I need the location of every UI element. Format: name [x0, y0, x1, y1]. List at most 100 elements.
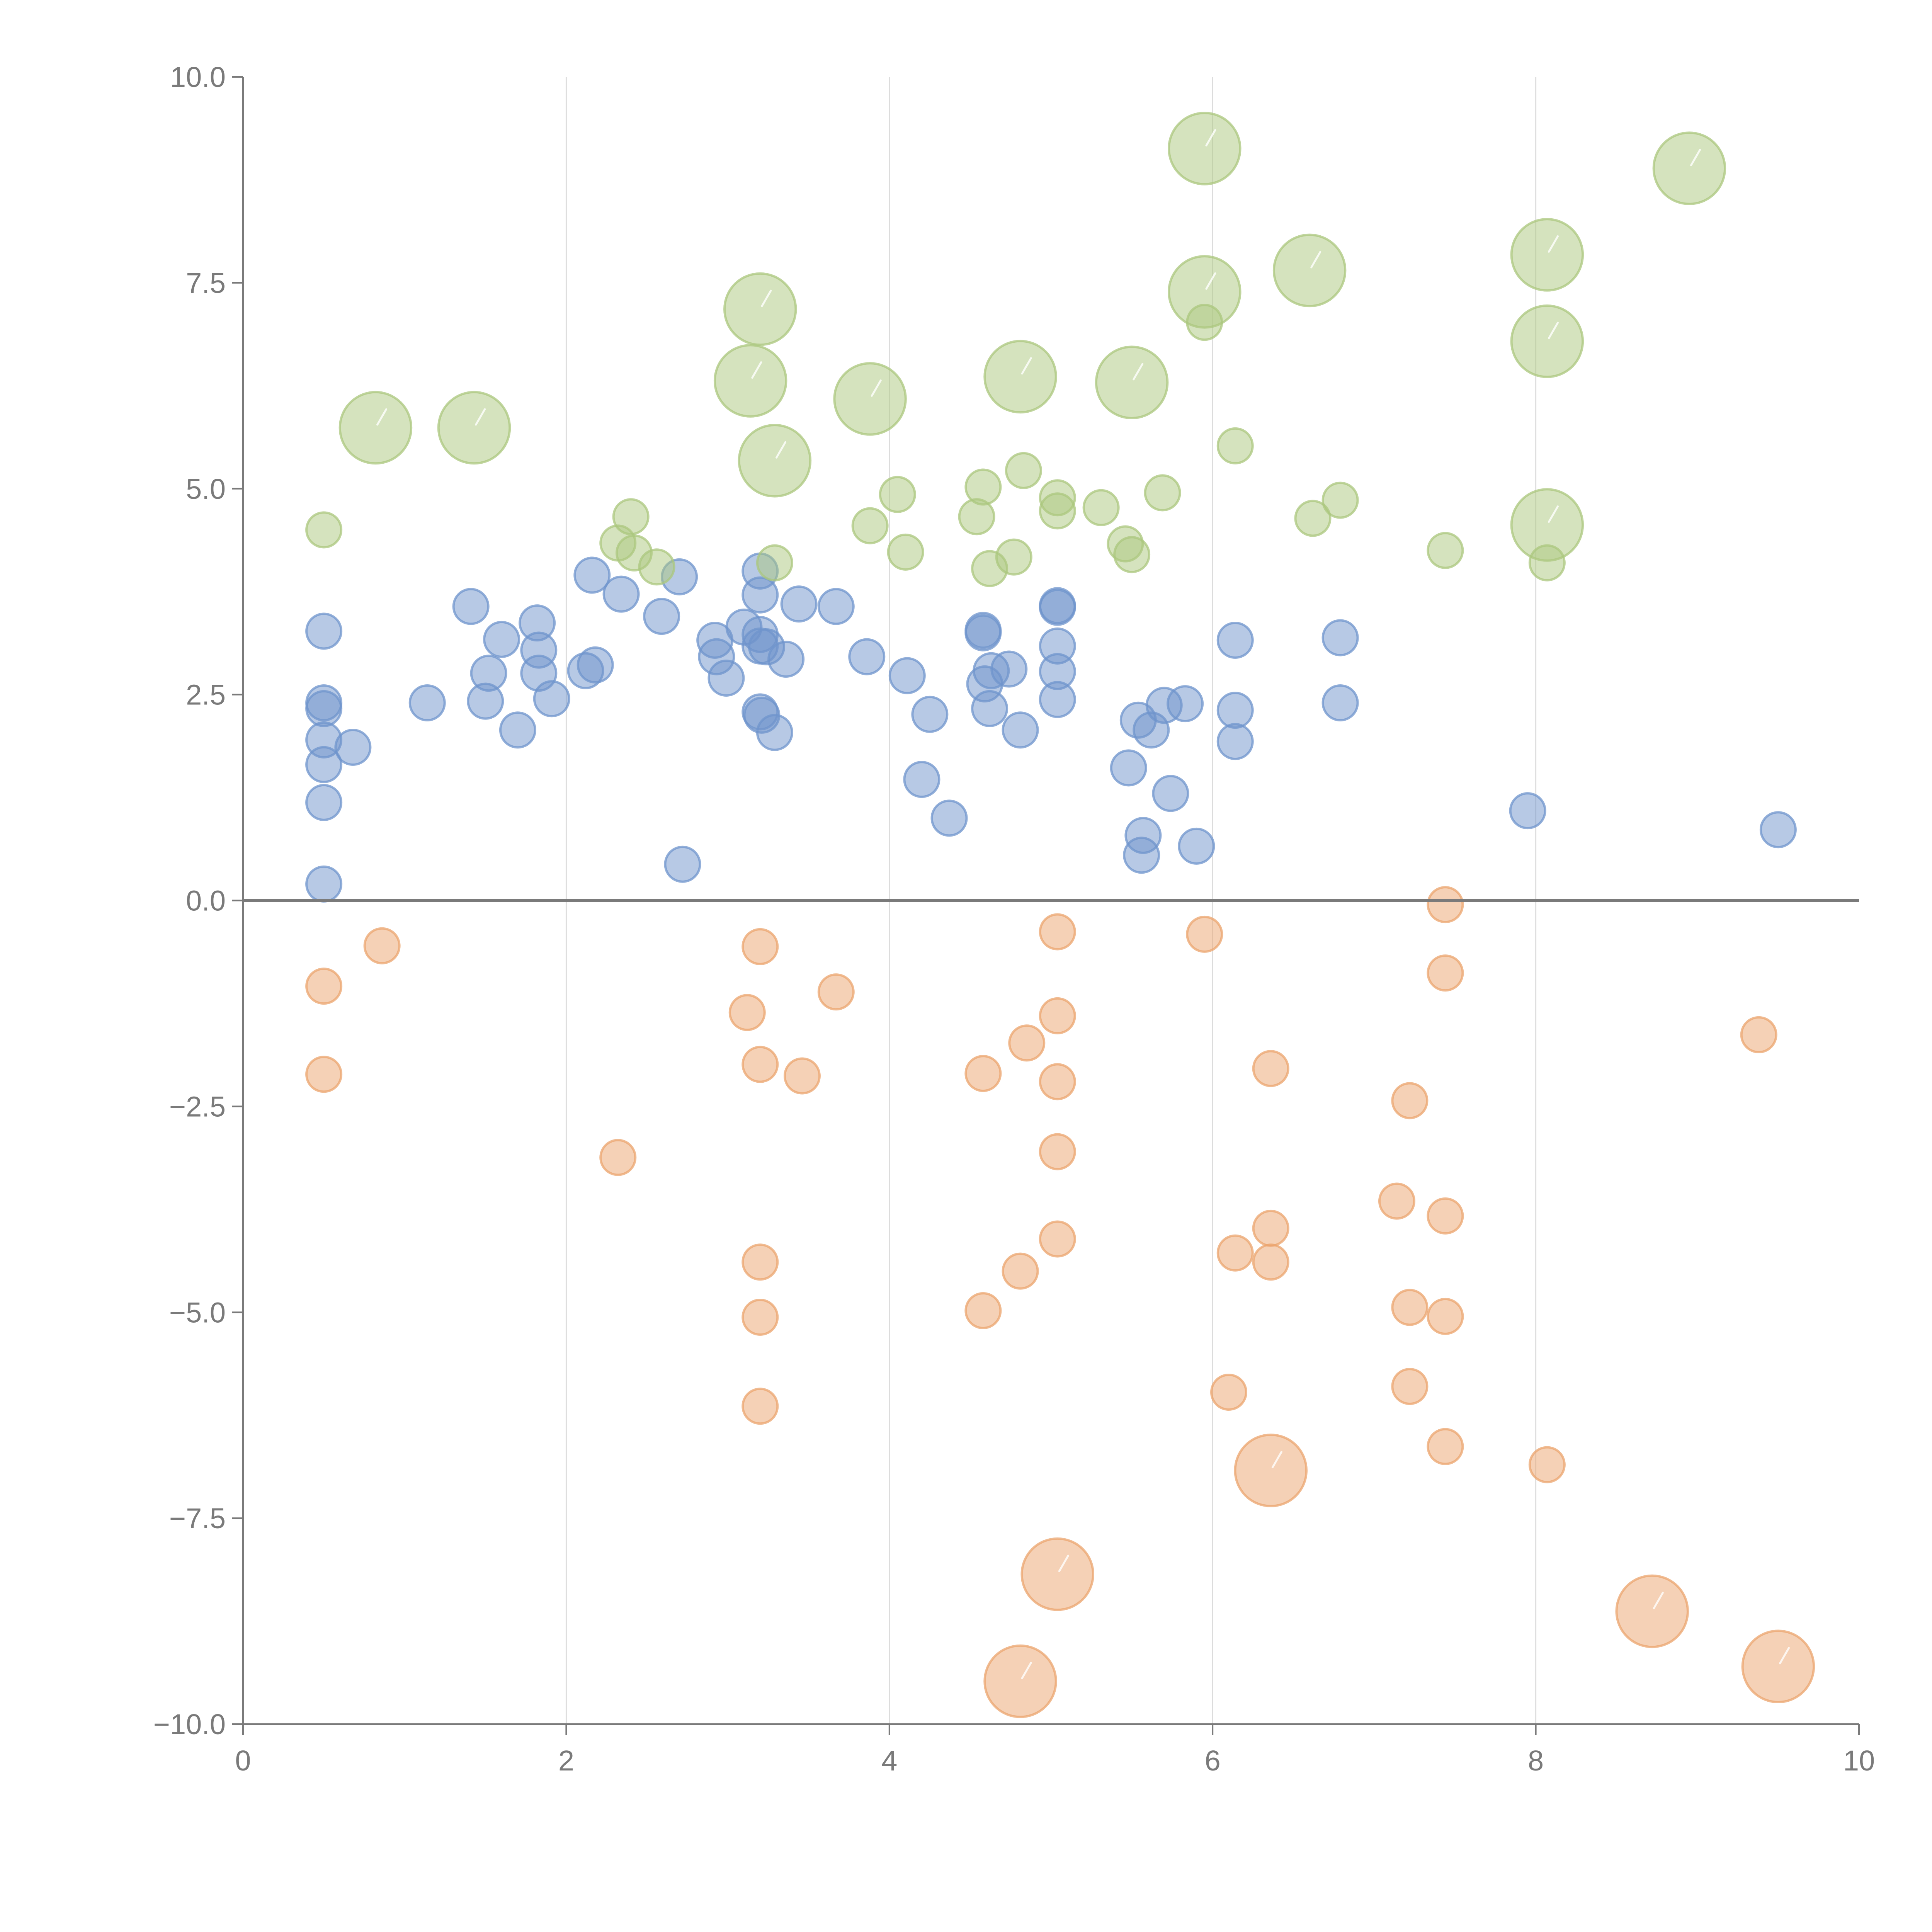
green-bubble [738, 424, 812, 498]
orange-bubble [1186, 915, 1223, 953]
orange-bubble [1427, 1428, 1464, 1465]
orange-bubble [1210, 1374, 1248, 1411]
orange-bubble [1039, 1063, 1076, 1100]
blue-bubble [930, 799, 968, 837]
green-bubble [756, 544, 793, 582]
orange-bubble [1391, 1289, 1429, 1326]
green-bubble-highlight [1548, 321, 1559, 339]
blue-bubble [848, 638, 886, 675]
orange-bubble [363, 927, 401, 964]
bubble-layer [305, 112, 1815, 1718]
blue-bubble [990, 650, 1028, 688]
y-tick-label: 5.0 [186, 473, 226, 505]
blue-bubble [1039, 681, 1076, 718]
orange-bubble [1039, 1220, 1076, 1258]
blue-bubble [1216, 723, 1254, 760]
blue-bubble [470, 655, 507, 692]
blue-bubble [577, 646, 614, 684]
orange-bubble [1234, 1434, 1308, 1507]
orange-bubble [964, 1055, 1002, 1092]
green-bubble [638, 548, 675, 586]
orange-bubble [1252, 1050, 1289, 1087]
green-bubble [1510, 218, 1584, 292]
orange-bubble-highlight [1021, 1662, 1032, 1679]
green-bubble [723, 272, 797, 346]
orange-bubble [742, 1243, 779, 1281]
green-bubble [983, 340, 1057, 414]
green-bubble [1168, 112, 1242, 185]
orange-bubble [1252, 1209, 1289, 1247]
green-bubble-highlight [1133, 363, 1144, 381]
orange-bubble [1427, 954, 1464, 992]
green-bubble [1216, 427, 1254, 464]
green-bubble [1528, 544, 1566, 582]
x-tick-label: 10 [1843, 1745, 1875, 1777]
blue-bubble [573, 556, 611, 594]
green-bubble-highlight [1690, 149, 1701, 167]
x-tick-label: 2 [558, 1745, 574, 1777]
blue-bubble [1509, 792, 1546, 830]
green-bubble [305, 511, 343, 549]
green-bubble-highlight [871, 379, 882, 397]
green-bubble-highlight [376, 408, 388, 426]
blue-bubble [971, 690, 1009, 727]
orange-bubble [1740, 1016, 1777, 1053]
green-bubble [612, 498, 650, 536]
blue-bubble [305, 746, 343, 783]
blue-bubble [305, 865, 343, 903]
y-tick-label: 2.5 [186, 679, 226, 711]
green-bubble-highlight [751, 361, 762, 379]
blue-bubble [1110, 749, 1147, 787]
orange-bubble [742, 1388, 779, 1425]
blue-bubble [911, 696, 949, 733]
blue-bubble [1152, 775, 1189, 812]
orange-bubble [1391, 1368, 1429, 1405]
green-bubble [851, 507, 889, 544]
green-bubble [713, 344, 787, 418]
axis-layer: 10.0 7.5 5.0 2.5 0.0 −2.5 −5.0 −7.5 −10.0 0 2 4 6 8 10 [153, 61, 1875, 1777]
orange-bubble [1427, 1298, 1464, 1335]
orange-bubble-highlight [1779, 1647, 1790, 1665]
blue-bubble [305, 612, 343, 650]
blue-bubble [1002, 711, 1039, 749]
y-tick-label: 10.0 [170, 61, 226, 93]
orange-bubble [1528, 1446, 1566, 1483]
orange-bubble [742, 1299, 779, 1336]
green-bubble [1039, 492, 1076, 530]
blue-bubble [1124, 817, 1162, 854]
blue-bubble [1759, 811, 1797, 849]
orange-bubble [1427, 1197, 1464, 1235]
green-bubble [1144, 474, 1181, 512]
green-bubble [833, 362, 907, 436]
green-bubble [1005, 452, 1042, 489]
blue-bubble [707, 659, 745, 697]
orange-bubble [1002, 1252, 1039, 1290]
y-tick-label: 7.5 [186, 267, 226, 299]
blue-bubble [602, 575, 640, 613]
orange-bubble [1039, 1133, 1076, 1170]
blue-bubble [1321, 619, 1359, 656]
blue-bubble [305, 690, 343, 727]
green-bubble [437, 391, 511, 465]
orange-bubble [1008, 1024, 1046, 1062]
orange-bubble [305, 968, 343, 1005]
green-bubble-highlight [761, 289, 772, 307]
green-bubble [964, 468, 1002, 506]
green-bubble-highlight [1021, 357, 1032, 375]
green-bubble [1113, 536, 1151, 573]
green-bubble [1294, 500, 1332, 537]
orange-bubble [1020, 1537, 1094, 1611]
orange-bubble [1741, 1629, 1815, 1704]
blue-bubble [533, 680, 570, 718]
orange-bubble [783, 1057, 821, 1095]
blue-bubble [767, 640, 805, 678]
green-bubble-highlight [1205, 129, 1216, 146]
blue-bubble [1216, 621, 1254, 659]
blue-bubble [334, 729, 372, 766]
green-bubble [1186, 304, 1223, 341]
orange-bubble [983, 1644, 1057, 1718]
orange-bubble-highlight [1271, 1451, 1282, 1469]
blue-bubble [664, 845, 701, 883]
blue-bubble [1321, 684, 1359, 721]
